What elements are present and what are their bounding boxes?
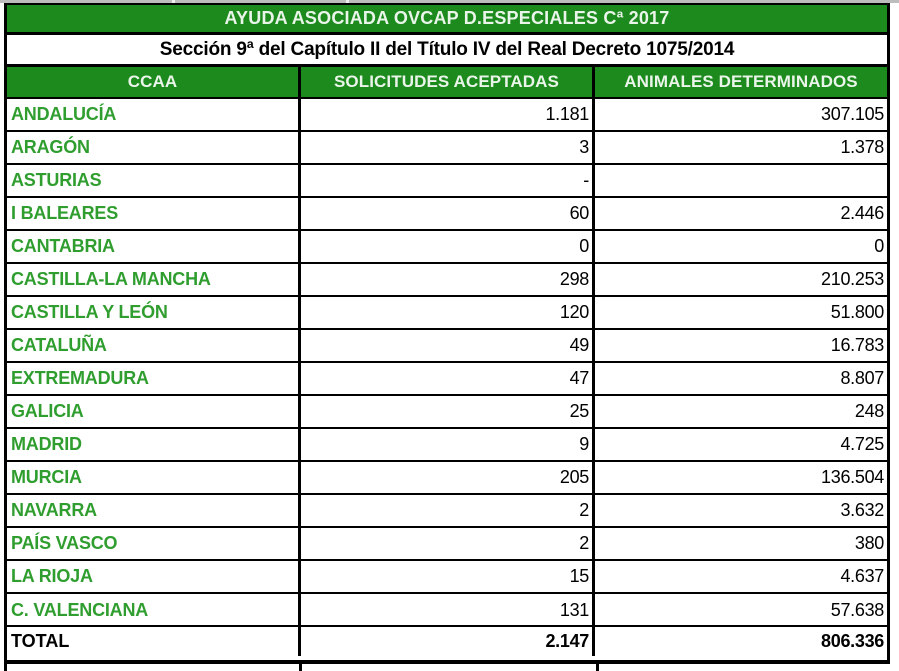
table-row: CASTILLA Y LEÓN 120 51.800 bbox=[7, 297, 887, 330]
region-name-cell: C. VALENCIANA bbox=[7, 594, 301, 627]
solicitudes-value-cell: 25 bbox=[301, 396, 595, 427]
table-header-row: CCAA SOLICITUDES ACEPTADAS ANIMALES DETE… bbox=[7, 67, 887, 99]
solicitudes-value-cell: 0 bbox=[301, 231, 595, 262]
region-name-cell: ASTURIAS bbox=[7, 165, 301, 196]
table-row: GALICIA 25 248 bbox=[7, 396, 887, 429]
animales-value-cell: 4.637 bbox=[840, 566, 884, 586]
animales-value-cell bbox=[595, 165, 887, 196]
region-name-cell: ARAGÓN bbox=[7, 132, 301, 163]
solicitudes-value-cell: 298 bbox=[301, 264, 595, 295]
top-edge-tick bbox=[172, 0, 175, 3]
animales-value-cell: 0 bbox=[874, 236, 884, 256]
animales-value-cell: 16.783 bbox=[830, 335, 885, 355]
animales-value-cell: 57.638 bbox=[830, 600, 885, 620]
table-row: NAVARRA 2 3.632 bbox=[7, 495, 887, 528]
region-name-cell: I BALEARES bbox=[7, 198, 301, 229]
animales-value-cell: 3.632 bbox=[840, 500, 884, 520]
solicitudes-value-cell: 60 bbox=[301, 198, 595, 229]
solicitudes-value-cell: 131 bbox=[301, 594, 595, 627]
table-body: ANDALUCÍA 1.181 307.105 ARAGÓN 3 1.378 A… bbox=[7, 99, 887, 627]
table-subtitle: Sección 9ª del Capítulo II del Título IV… bbox=[159, 38, 735, 60]
region-name-cell: MADRID bbox=[7, 429, 301, 460]
top-edge-tick bbox=[346, 0, 349, 3]
table-title-bar: AYUDA ASOCIADA OVCAP D.ESPECIALES Cª 201… bbox=[7, 5, 887, 35]
table-row: ANDALUCÍA 1.181 307.105 bbox=[7, 99, 887, 132]
region-name-cell: CASTILLA-LA MANCHA bbox=[7, 264, 301, 295]
region-name-cell: PAÍS VASCO bbox=[7, 528, 301, 559]
solicitudes-value-cell: 15 bbox=[301, 561, 595, 592]
solicitudes-value-cell: 205 bbox=[301, 462, 595, 493]
bottom-edge-tick bbox=[299, 664, 302, 671]
table-row: C. VALENCIANA 131 57.638 bbox=[7, 594, 887, 627]
table-row: LA RIOJA 15 4.637 bbox=[7, 561, 887, 594]
bottom-edge-tick bbox=[4, 664, 7, 671]
region-name-cell: MURCIA bbox=[7, 462, 301, 493]
table-row: CASTILLA-LA MANCHA 298 210.253 bbox=[7, 264, 887, 297]
table-subtitle-bar: Sección 9ª del Capítulo II del Título IV… bbox=[7, 35, 887, 67]
total-animales-value: 806.336 bbox=[821, 631, 884, 651]
table-row: MADRID 9 4.725 bbox=[7, 429, 887, 462]
animales-value-cell: 2.446 bbox=[840, 203, 884, 223]
column-header-animales: ANIMALES DETERMINADOS bbox=[624, 72, 858, 91]
table-row: I BALEARES 60 2.446 bbox=[7, 198, 887, 231]
solicitudes-value-cell: 2 bbox=[301, 528, 595, 559]
solicitudes-value-cell: 47 bbox=[301, 363, 595, 394]
table-row: PAÍS VASCO 2 380 bbox=[7, 528, 887, 561]
table-row: CATALUÑA 49 16.783 bbox=[7, 330, 887, 363]
animales-value-cell: 51.800 bbox=[830, 302, 885, 322]
animales-value-cell: 248 bbox=[854, 401, 884, 421]
region-name-cell: EXTREMADURA bbox=[7, 363, 301, 394]
region-name-cell: CATALUÑA bbox=[7, 330, 301, 361]
table-row: MURCIA 205 136.504 bbox=[7, 462, 887, 495]
region-name-cell: CANTABRIA bbox=[7, 231, 301, 262]
region-name-cell: ANDALUCÍA bbox=[7, 99, 301, 130]
region-name-cell: NAVARRA bbox=[7, 495, 301, 526]
column-header-solicitudes: SOLICITUDES ACEPTADAS bbox=[301, 67, 595, 97]
total-label: TOTAL bbox=[7, 627, 301, 656]
table-row: CANTABRIA 0 0 bbox=[7, 231, 887, 264]
table-row: ARAGÓN 3 1.378 bbox=[7, 132, 887, 165]
cropped-bottom-edge bbox=[0, 664, 899, 671]
solicitudes-value-cell: - bbox=[301, 165, 595, 196]
table-title: AYUDA ASOCIADA OVCAP D.ESPECIALES Cª 201… bbox=[224, 8, 670, 28]
animales-value-cell: 307.105 bbox=[821, 104, 884, 124]
animales-value-cell: 380 bbox=[854, 533, 884, 553]
total-solicitudes-value: 2.147 bbox=[301, 627, 595, 656]
table-total-row: TOTAL 2.147 806.336 bbox=[7, 625, 887, 656]
solicitudes-value-cell: 3 bbox=[301, 132, 595, 163]
solicitudes-value-cell: 120 bbox=[301, 297, 595, 328]
table-row: ASTURIAS - bbox=[7, 165, 887, 198]
solicitudes-value-cell: 9 bbox=[301, 429, 595, 460]
animales-value-cell: 136.504 bbox=[821, 467, 884, 487]
table-row: EXTREMADURA 47 8.807 bbox=[7, 363, 887, 396]
solicitudes-value-cell: 2 bbox=[301, 495, 595, 526]
solicitudes-value-cell: 1.181 bbox=[301, 99, 595, 130]
bottom-edge-tick bbox=[596, 664, 599, 671]
region-name-cell: CASTILLA Y LEÓN bbox=[7, 297, 301, 328]
animales-value-cell: 1.378 bbox=[840, 137, 884, 157]
cropped-top-edge bbox=[0, 0, 899, 3]
animales-value-cell: 8.807 bbox=[840, 368, 884, 388]
region-name-cell: GALICIA bbox=[7, 396, 301, 427]
solicitudes-value-cell: 49 bbox=[301, 330, 595, 361]
column-header-ccaa: CCAA bbox=[7, 67, 301, 97]
region-name-cell: LA RIOJA bbox=[7, 561, 301, 592]
data-table: AYUDA ASOCIADA OVCAP D.ESPECIALES Cª 201… bbox=[4, 3, 890, 664]
animales-value-cell: 4.725 bbox=[840, 434, 884, 454]
animales-value-cell: 210.253 bbox=[821, 269, 884, 289]
